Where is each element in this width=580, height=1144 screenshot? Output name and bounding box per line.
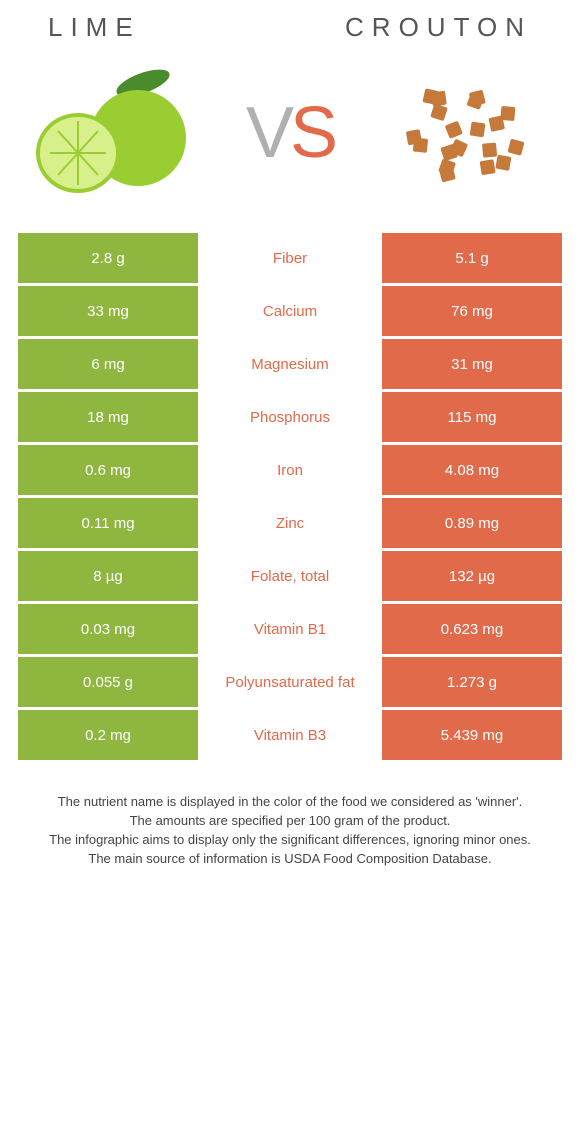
right-value: 4.08 mg <box>382 445 562 495</box>
right-value: 31 mg <box>382 339 562 389</box>
footer-line: The amounts are specified per 100 gram o… <box>38 812 542 831</box>
nutrient-label: Vitamin B3 <box>198 710 382 760</box>
table-row: 2.8 gFiber5.1 g <box>18 233 562 283</box>
left-value: 0.2 mg <box>18 710 198 760</box>
table-row: 0.6 mgIron4.08 mg <box>18 445 562 495</box>
table-row: 0.11 mgZinc0.89 mg <box>18 498 562 548</box>
left-value: 6 mg <box>18 339 198 389</box>
right-value: 76 mg <box>382 286 562 336</box>
left-value: 18 mg <box>18 392 198 442</box>
nutrient-label: Magnesium <box>198 339 382 389</box>
nutrient-label: Fiber <box>198 233 382 283</box>
title-row: Lime Crouton <box>18 12 562 43</box>
nutrient-label: Calcium <box>198 286 382 336</box>
vs-v: V <box>246 92 290 174</box>
nutrient-label: Zinc <box>198 498 382 548</box>
table-row: 0.055 gPolyunsaturated fat1.273 g <box>18 657 562 707</box>
right-title: Crouton <box>345 12 532 43</box>
nutrient-label: Vitamin B1 <box>198 604 382 654</box>
crouton-image <box>382 63 552 203</box>
right-value: 115 mg <box>382 392 562 442</box>
lime-image <box>28 63 198 203</box>
right-value: 1.273 g <box>382 657 562 707</box>
left-value: 0.11 mg <box>18 498 198 548</box>
left-value: 33 mg <box>18 286 198 336</box>
nutrient-label: Phosphorus <box>198 392 382 442</box>
footer-line: The nutrient name is displayed in the co… <box>38 793 542 812</box>
left-value: 8 µg <box>18 551 198 601</box>
left-value: 0.6 mg <box>18 445 198 495</box>
footer-line: The main source of information is USDA F… <box>38 850 542 869</box>
left-title: Lime <box>48 12 141 43</box>
image-row: VS <box>18 53 562 233</box>
left-value: 2.8 g <box>18 233 198 283</box>
nutrient-label: Folate, total <box>198 551 382 601</box>
right-value: 5.439 mg <box>382 710 562 760</box>
table-row: 0.03 mgVitamin B10.623 mg <box>18 604 562 654</box>
vs-s: S <box>290 92 334 174</box>
table-row: 6 mgMagnesium31 mg <box>18 339 562 389</box>
left-value: 0.055 g <box>18 657 198 707</box>
right-value: 132 µg <box>382 551 562 601</box>
table-row: 18 mgPhosphorus115 mg <box>18 392 562 442</box>
footer-notes: The nutrient name is displayed in the co… <box>18 763 562 888</box>
footer-line: The infographic aims to display only the… <box>38 831 542 850</box>
nutrient-table: 2.8 gFiber5.1 g33 mgCalcium76 mg6 mgMagn… <box>18 233 562 760</box>
nutrient-label: Iron <box>198 445 382 495</box>
left-value: 0.03 mg <box>18 604 198 654</box>
table-row: 0.2 mgVitamin B35.439 mg <box>18 710 562 760</box>
right-value: 0.623 mg <box>382 604 562 654</box>
vs-label: VS <box>246 92 334 174</box>
nutrient-label: Polyunsaturated fat <box>198 657 382 707</box>
table-row: 33 mgCalcium76 mg <box>18 286 562 336</box>
table-row: 8 µgFolate, total132 µg <box>18 551 562 601</box>
right-value: 0.89 mg <box>382 498 562 548</box>
right-value: 5.1 g <box>382 233 562 283</box>
